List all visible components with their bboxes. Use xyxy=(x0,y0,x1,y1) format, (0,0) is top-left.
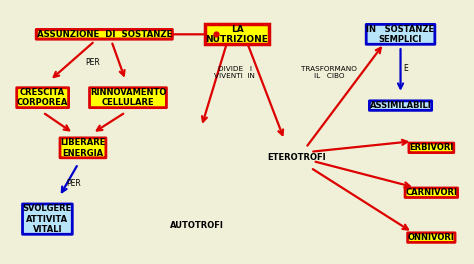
Text: TRASFORMANO
IL   CIBO: TRASFORMANO IL CIBO xyxy=(301,66,357,79)
Text: PER: PER xyxy=(85,58,100,67)
Text: ERBIVORI: ERBIVORI xyxy=(409,143,454,152)
Text: ASSIMILABILI: ASSIMILABILI xyxy=(370,101,431,110)
Text: LIBERARE
ENERGIA: LIBERARE ENERGIA xyxy=(60,138,106,158)
Text: DIVIDE   I
VIVENTI  IN: DIVIDE I VIVENTI IN xyxy=(214,66,255,79)
Text: ONNIVORI: ONNIVORI xyxy=(408,233,455,242)
Text: SVOLGERE
ATTIVITA
VITALI: SVOLGERE ATTIVITA VITALI xyxy=(23,204,72,234)
Text: AUTOTROFI: AUTOTROFI xyxy=(170,221,224,230)
Text: PER: PER xyxy=(66,179,81,188)
Text: ETEROTROFI: ETEROTROFI xyxy=(267,153,326,162)
Text: IN   SOSTANZE
SEMPLICI: IN SOSTANZE SEMPLICI xyxy=(366,25,435,44)
Text: LA
NUTRIZIONE: LA NUTRIZIONE xyxy=(206,25,268,44)
Text: ASSUNZIONE  DI  SOSTANZE: ASSUNZIONE DI SOSTANZE xyxy=(36,30,172,39)
Text: CRESCITA
CORPOREA: CRESCITA CORPOREA xyxy=(17,88,68,107)
Text: CARNIVORI: CARNIVORI xyxy=(405,188,457,197)
Text: RINNOVAMENTO
CELLULARE: RINNOVAMENTO CELLULARE xyxy=(90,88,166,107)
Text: E: E xyxy=(403,64,408,73)
